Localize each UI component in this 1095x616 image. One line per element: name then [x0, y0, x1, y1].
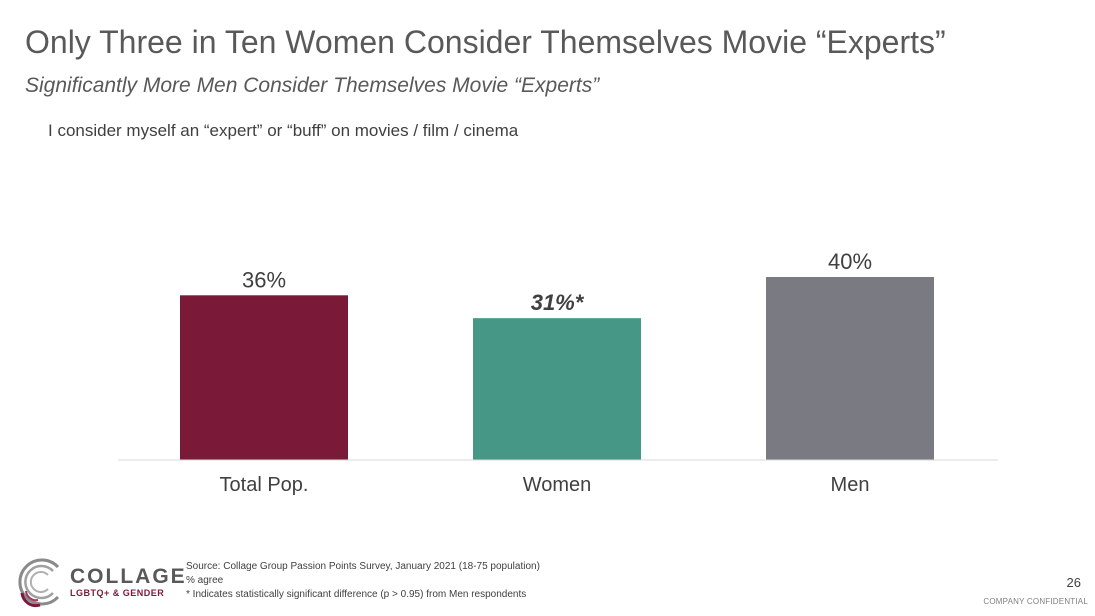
bar-chart: 36% Total Pop. 31%* Women 40% Men: [118, 249, 998, 496]
footer-metric: % agree: [186, 575, 224, 586]
data-label: 31%*: [531, 290, 585, 315]
bar-total-pop: [180, 295, 348, 460]
category-label: Total Pop.: [220, 474, 309, 496]
bars-layer: [180, 277, 934, 460]
data-label: 40%: [828, 249, 872, 274]
footer-source: Source: Collage Group Passion Points Sur…: [186, 561, 540, 572]
footer-notes: Source: Collage Group Passion Points Sur…: [186, 560, 540, 602]
page-number: 26: [1066, 575, 1081, 590]
labels-layer: 36% Total Pop. 31%* Women 40% Men: [220, 249, 873, 496]
confidential-label: COMPANY CONFIDENTIAL: [983, 597, 1088, 606]
category-label: Men: [831, 474, 870, 496]
page-subtitle: Significantly More Men Consider Themselv…: [25, 74, 600, 97]
logo-tagline: LGBTQ+ & GENDER: [70, 588, 165, 598]
data-label: 36%: [242, 267, 286, 292]
category-label: Women: [523, 474, 592, 496]
collage-logo: COLLAGE LGBTQ+ & GENDER: [10, 553, 185, 613]
bar-women: [473, 318, 641, 460]
survey-question: I consider myself an “expert” or “buff” …: [48, 121, 519, 140]
bar-men: [766, 277, 934, 460]
collage-logo-icon: [18, 558, 60, 608]
logo-name: COLLAGE: [70, 565, 187, 588]
footer-note: * Indicates statistically significant di…: [186, 589, 527, 600]
page-title: Only Three in Ten Women Consider Themsel…: [25, 24, 946, 60]
